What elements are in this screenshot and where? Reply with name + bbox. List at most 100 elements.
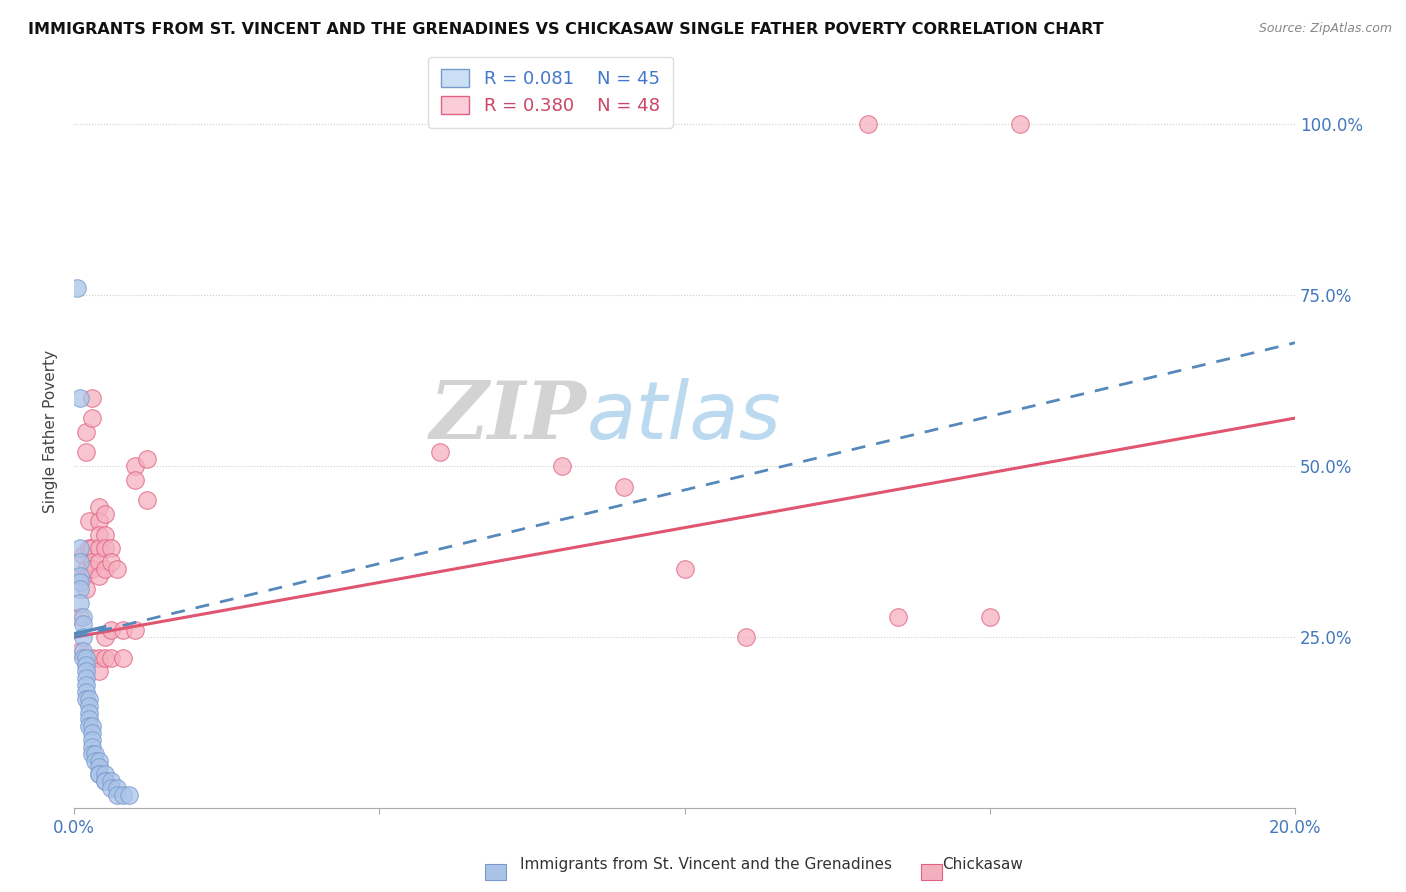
- Point: [84, 754, 107, 768]
- Point: [72, 548, 94, 562]
- Point: [93, 507, 115, 521]
- Point: [100, 774, 122, 789]
- Point: [75, 665, 97, 679]
- Point: [111, 650, 134, 665]
- Point: [1010, 117, 1032, 131]
- Point: [75, 582, 97, 597]
- Point: [100, 650, 122, 665]
- Point: [87, 767, 110, 781]
- Point: [87, 527, 110, 541]
- Point: [93, 562, 115, 576]
- Point: [87, 514, 110, 528]
- Point: [111, 788, 134, 802]
- Point: [79, 706, 101, 720]
- Point: [124, 458, 146, 473]
- Point: [75, 445, 97, 459]
- Point: [87, 500, 110, 515]
- Point: [75, 671, 97, 685]
- Point: [856, 117, 879, 131]
- Point: [82, 555, 104, 569]
- Point: [136, 493, 159, 508]
- Point: [82, 733, 104, 747]
- Point: [66, 281, 89, 295]
- Point: [82, 650, 104, 665]
- Point: [93, 774, 115, 789]
- Point: [82, 391, 104, 405]
- Point: [612, 479, 634, 493]
- Point: [75, 685, 97, 699]
- Point: [82, 726, 104, 740]
- Point: [82, 562, 104, 576]
- Point: [75, 657, 97, 672]
- Point: [72, 650, 94, 665]
- Point: [72, 609, 94, 624]
- Point: [84, 747, 107, 761]
- Point: [79, 514, 101, 528]
- Point: [87, 568, 110, 582]
- Text: Source: ZipAtlas.com: Source: ZipAtlas.com: [1258, 22, 1392, 36]
- Point: [69, 541, 91, 556]
- Point: [118, 788, 141, 802]
- Point: [93, 630, 115, 644]
- Point: [100, 541, 122, 556]
- Legend: R = 0.081    N = 45, R = 0.380    N = 48: R = 0.081 N = 45, R = 0.380 N = 48: [427, 56, 672, 128]
- Point: [136, 452, 159, 467]
- Text: atlas: atlas: [586, 377, 782, 456]
- Point: [69, 575, 91, 590]
- Point: [93, 650, 115, 665]
- Point: [82, 541, 104, 556]
- Point: [87, 541, 110, 556]
- Point: [87, 555, 110, 569]
- Point: [105, 788, 128, 802]
- Point: [82, 747, 104, 761]
- Point: [75, 562, 97, 576]
- Point: [93, 767, 115, 781]
- Point: [75, 678, 97, 692]
- Text: ZIP: ZIP: [430, 378, 586, 456]
- Point: [72, 644, 94, 658]
- Point: [82, 411, 104, 425]
- Point: [979, 609, 1001, 624]
- Point: [79, 698, 101, 713]
- Point: [79, 541, 101, 556]
- Y-axis label: Single Father Poverty: Single Father Poverty: [44, 351, 58, 514]
- Point: [79, 719, 101, 733]
- Point: [87, 650, 110, 665]
- Point: [87, 754, 110, 768]
- Point: [734, 630, 756, 644]
- Point: [69, 596, 91, 610]
- Point: [93, 774, 115, 789]
- Point: [69, 609, 91, 624]
- Text: IMMIGRANTS FROM ST. VINCENT AND THE GRENADINES VS CHICKASAW SINGLE FATHER POVERT: IMMIGRANTS FROM ST. VINCENT AND THE GREN…: [28, 22, 1104, 37]
- Point: [105, 780, 128, 795]
- Point: [75, 650, 97, 665]
- Point: [87, 760, 110, 774]
- Point: [82, 739, 104, 754]
- Point: [100, 555, 122, 569]
- Point: [105, 562, 128, 576]
- Point: [75, 691, 97, 706]
- Point: [100, 780, 122, 795]
- Text: Chickasaw: Chickasaw: [942, 857, 1024, 872]
- Text: Immigrants from St. Vincent and the Grenadines: Immigrants from St. Vincent and the Gren…: [520, 857, 893, 872]
- Point: [72, 568, 94, 582]
- Point: [93, 527, 115, 541]
- Point: [79, 713, 101, 727]
- Point: [429, 445, 451, 459]
- Point: [111, 624, 134, 638]
- Point: [69, 391, 91, 405]
- Point: [124, 624, 146, 638]
- Point: [100, 624, 122, 638]
- Point: [69, 644, 91, 658]
- Point: [69, 568, 91, 582]
- Point: [87, 665, 110, 679]
- Point: [87, 767, 110, 781]
- Point: [79, 691, 101, 706]
- Point: [72, 630, 94, 644]
- Point: [93, 541, 115, 556]
- Point: [887, 609, 910, 624]
- Point: [673, 562, 696, 576]
- Point: [82, 719, 104, 733]
- Point: [551, 458, 574, 473]
- Point: [72, 616, 94, 631]
